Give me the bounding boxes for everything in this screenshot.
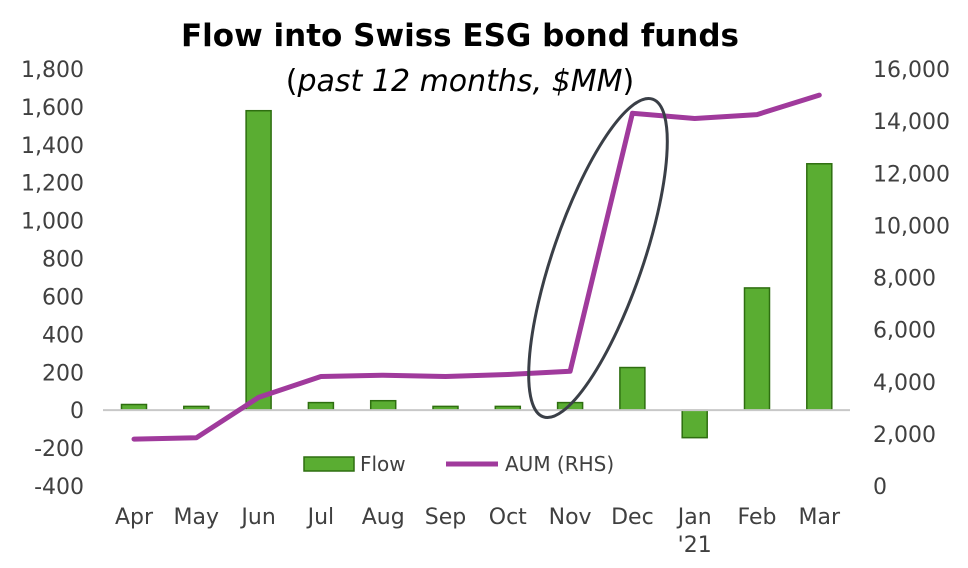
flow-bar (681, 409, 708, 439)
category-label: May (174, 505, 219, 530)
left-tick-label: 400 (42, 323, 84, 348)
subtitle-close-paren: ) (623, 64, 635, 99)
flow-bar (369, 399, 397, 411)
category-label: Jun (239, 505, 275, 530)
right-axis-ticks: 0 2,000 4,000 6,000 8,000 10,000 12,000 14,000 1… (873, 58, 950, 500)
left-tick-label: 200 (42, 361, 84, 386)
category-label: Oct (489, 505, 527, 530)
aum-line-series (131, 92, 822, 442)
category-label: Apr (115, 505, 154, 530)
left-tick-label: -200 (34, 437, 84, 462)
right-tick-label: 16,000 (873, 58, 950, 83)
right-tick-label: 0 (873, 475, 887, 500)
category-label: Feb (738, 505, 777, 530)
category-label: '21 (678, 533, 712, 558)
right-tick-label: 2,000 (873, 423, 936, 448)
category-label: Aug (362, 505, 405, 530)
left-tick-label: 1,800 (21, 58, 84, 83)
left-tick-label: 1,400 (21, 134, 84, 159)
subtitle-open-paren: ( (286, 64, 298, 99)
legend-label-aum: AUM (RHS) (505, 452, 614, 476)
flow-bar (806, 163, 833, 411)
legend-swatch-flow (303, 456, 355, 472)
flow-bar (619, 366, 646, 411)
highlight-ellipse (527, 96, 669, 420)
aum-line (131, 92, 822, 442)
right-tick-label: 6,000 (873, 319, 936, 344)
category-label: Sep (425, 505, 466, 530)
right-tick-label: 4,000 (873, 371, 936, 396)
legend: Flow AUM (RHS) (303, 452, 614, 476)
category-labels: Apr May Jun Jul Aug Sep Oct Nov Dec Jan '21 Feb Mar (115, 505, 841, 558)
left-axis-ticks: -400 -200 0 200 400 600 800 1,000 1,200 1,400 1,60… (21, 58, 84, 500)
left-tick-label: 1,000 (21, 210, 84, 235)
category-label: Mar (799, 505, 841, 530)
chart-title: Flow into Swiss ESG bond funds (181, 18, 739, 54)
right-tick-label: 8,000 (873, 267, 936, 292)
flow-bar (307, 401, 335, 411)
subtitle-italic: past 12 months, $MM (297, 64, 623, 99)
flow-bar (743, 287, 771, 411)
category-label: Dec (611, 505, 654, 530)
left-tick-label: 1,200 (21, 172, 84, 197)
left-tick-label: 800 (42, 248, 84, 273)
category-label: Jul (306, 505, 335, 530)
left-tick-label: 1,600 (21, 96, 84, 121)
flow-bar (245, 109, 272, 411)
right-tick-label: 14,000 (873, 110, 950, 135)
legend-label-flow: Flow (360, 452, 406, 476)
right-tick-label: 10,000 (873, 214, 950, 239)
left-tick-label: 0 (70, 399, 84, 424)
chart-subtitle: (past 12 months, $MM) (286, 64, 634, 99)
right-tick-label: 12,000 (873, 162, 950, 187)
category-label: Jan (676, 505, 712, 530)
category-label: Nov (549, 505, 592, 530)
flow-bars (120, 109, 833, 439)
left-tick-label: 600 (42, 285, 84, 310)
left-tick-label: -400 (34, 475, 84, 500)
